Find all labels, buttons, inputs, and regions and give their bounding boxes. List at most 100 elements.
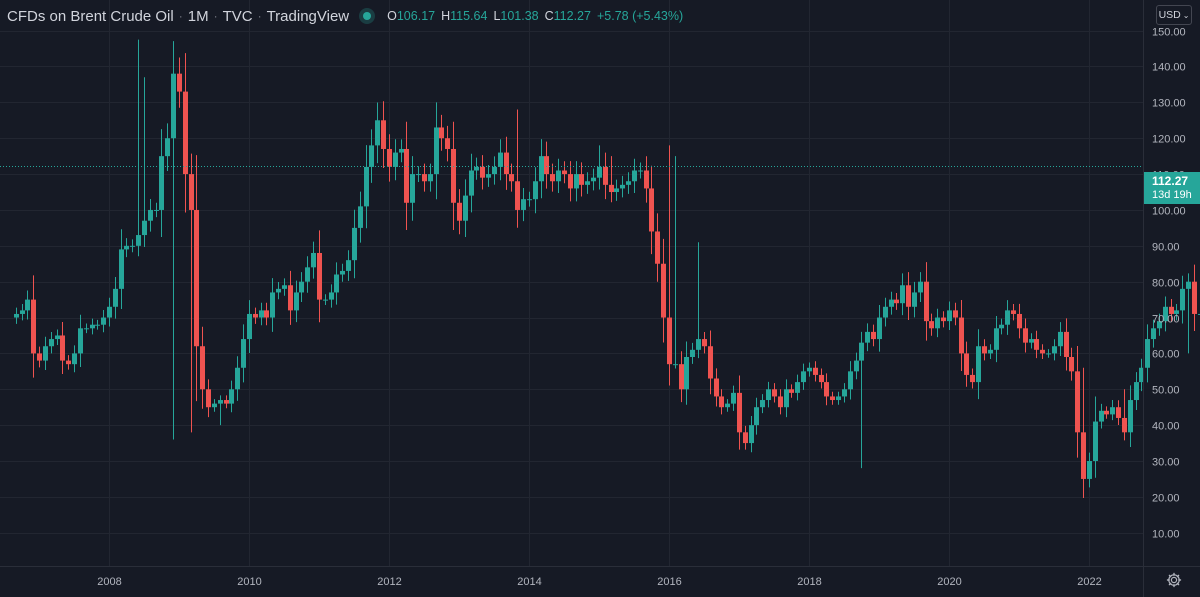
candle-down [655, 213, 660, 282]
candle-body [655, 231, 660, 264]
candle-down [515, 109, 520, 228]
candle-down [702, 331, 707, 354]
candle-up [877, 304, 882, 352]
candle-body [422, 174, 427, 182]
candle-body [1104, 410, 1109, 415]
candle-body [1046, 353, 1051, 355]
candle-body [329, 292, 334, 300]
candle-down [194, 155, 199, 402]
last-price-value: 112.27 [1152, 174, 1189, 188]
candle-body [1023, 328, 1028, 343]
candle-body [224, 400, 229, 404]
candle-body [218, 400, 223, 404]
candle-body [1169, 306, 1174, 314]
time-tick-label: 2016 [657, 576, 681, 588]
candle-body [819, 374, 824, 383]
candle-body [1087, 461, 1092, 479]
candle-body [515, 181, 520, 210]
candle-body [574, 174, 579, 189]
candle-body [1069, 356, 1074, 372]
symbol-title[interactable]: CFDs on Brent Crude Oil [7, 7, 174, 25]
candle-down [1023, 318, 1028, 353]
candle-down [422, 163, 427, 192]
candle-body [638, 170, 643, 172]
candle-up [434, 102, 439, 200]
candle-body [988, 349, 993, 354]
candle-down [743, 425, 748, 450]
candle-body [953, 310, 958, 318]
currency-selector[interactable]: USD ⌄ [1156, 5, 1192, 25]
candle-up [865, 323, 870, 352]
candle-body [1128, 400, 1133, 433]
candle-up [795, 374, 800, 401]
candle-body [457, 202, 462, 221]
candle-body [410, 174, 415, 203]
candle-body [206, 389, 211, 408]
candle-down [772, 383, 777, 403]
candle-body [521, 199, 526, 210]
candles [14, 39, 1200, 498]
time-tick-label: 2018 [797, 576, 821, 588]
timeframe-label[interactable]: 1M [187, 7, 209, 25]
price-axis[interactable]: 10.00 20.00 30.00 40.00 50.00 60.00 70.00 80.00… [1152, 27, 1186, 541]
candle-body [679, 364, 684, 390]
candle-body [200, 346, 205, 390]
candle-up [294, 280, 299, 323]
candle-body [632, 170, 637, 182]
candle-down [789, 384, 794, 398]
candle-body [416, 174, 421, 176]
candle-body [935, 317, 940, 329]
candle-up [539, 139, 544, 199]
candle-body [399, 148, 404, 153]
candle-up [1186, 273, 1191, 354]
candle-down [982, 339, 987, 361]
candle-body [807, 367, 812, 372]
candle-up [486, 164, 491, 187]
candle-body [1099, 410, 1104, 422]
candle-body [614, 188, 619, 193]
candle-body [107, 306, 112, 318]
candle-body [562, 170, 567, 175]
candle-down [1034, 330, 1039, 359]
candle-body [1052, 346, 1057, 354]
candle-up [469, 153, 474, 213]
time-tick-label: 2014 [517, 576, 541, 588]
candle-body [667, 317, 672, 365]
candle-up [597, 145, 602, 190]
candle-up [410, 156, 415, 221]
candle-up [638, 162, 643, 179]
candle-up [918, 272, 923, 302]
low-value: L101.38 [493, 9, 539, 23]
candle-body [159, 156, 164, 210]
candle-body [1058, 331, 1063, 347]
candle-down [253, 307, 258, 324]
time-axis[interactable]: 2008 2010 2012 2014 2016 2018 2020 2022 [97, 576, 1101, 588]
candle-up [25, 290, 30, 320]
candle-body [620, 184, 625, 189]
candle-body [1122, 417, 1127, 433]
candle-up [375, 102, 380, 164]
candle-body [404, 148, 409, 203]
candle-body [795, 382, 800, 393]
candle-body [789, 389, 794, 393]
candle-up [673, 156, 678, 369]
candle-body [509, 174, 514, 182]
separator-dot: · [257, 9, 262, 23]
candle-down [457, 189, 462, 235]
candle-up [556, 158, 561, 193]
candle-up [935, 308, 940, 338]
live-dot-icon [363, 12, 372, 20]
candle-body [358, 206, 363, 228]
candle-body [101, 317, 106, 325]
candle-body [119, 249, 124, 289]
candle-down [66, 355, 71, 370]
gear-icon[interactable] [1166, 572, 1182, 588]
candle-up [999, 318, 1004, 335]
candle-down [31, 275, 36, 378]
price-tick-label: 120.00 [1152, 134, 1186, 146]
candle-body [912, 292, 917, 307]
candle-body [859, 342, 864, 361]
candle-up [492, 156, 497, 185]
bar-countdown: 13d 19h [1152, 189, 1192, 201]
